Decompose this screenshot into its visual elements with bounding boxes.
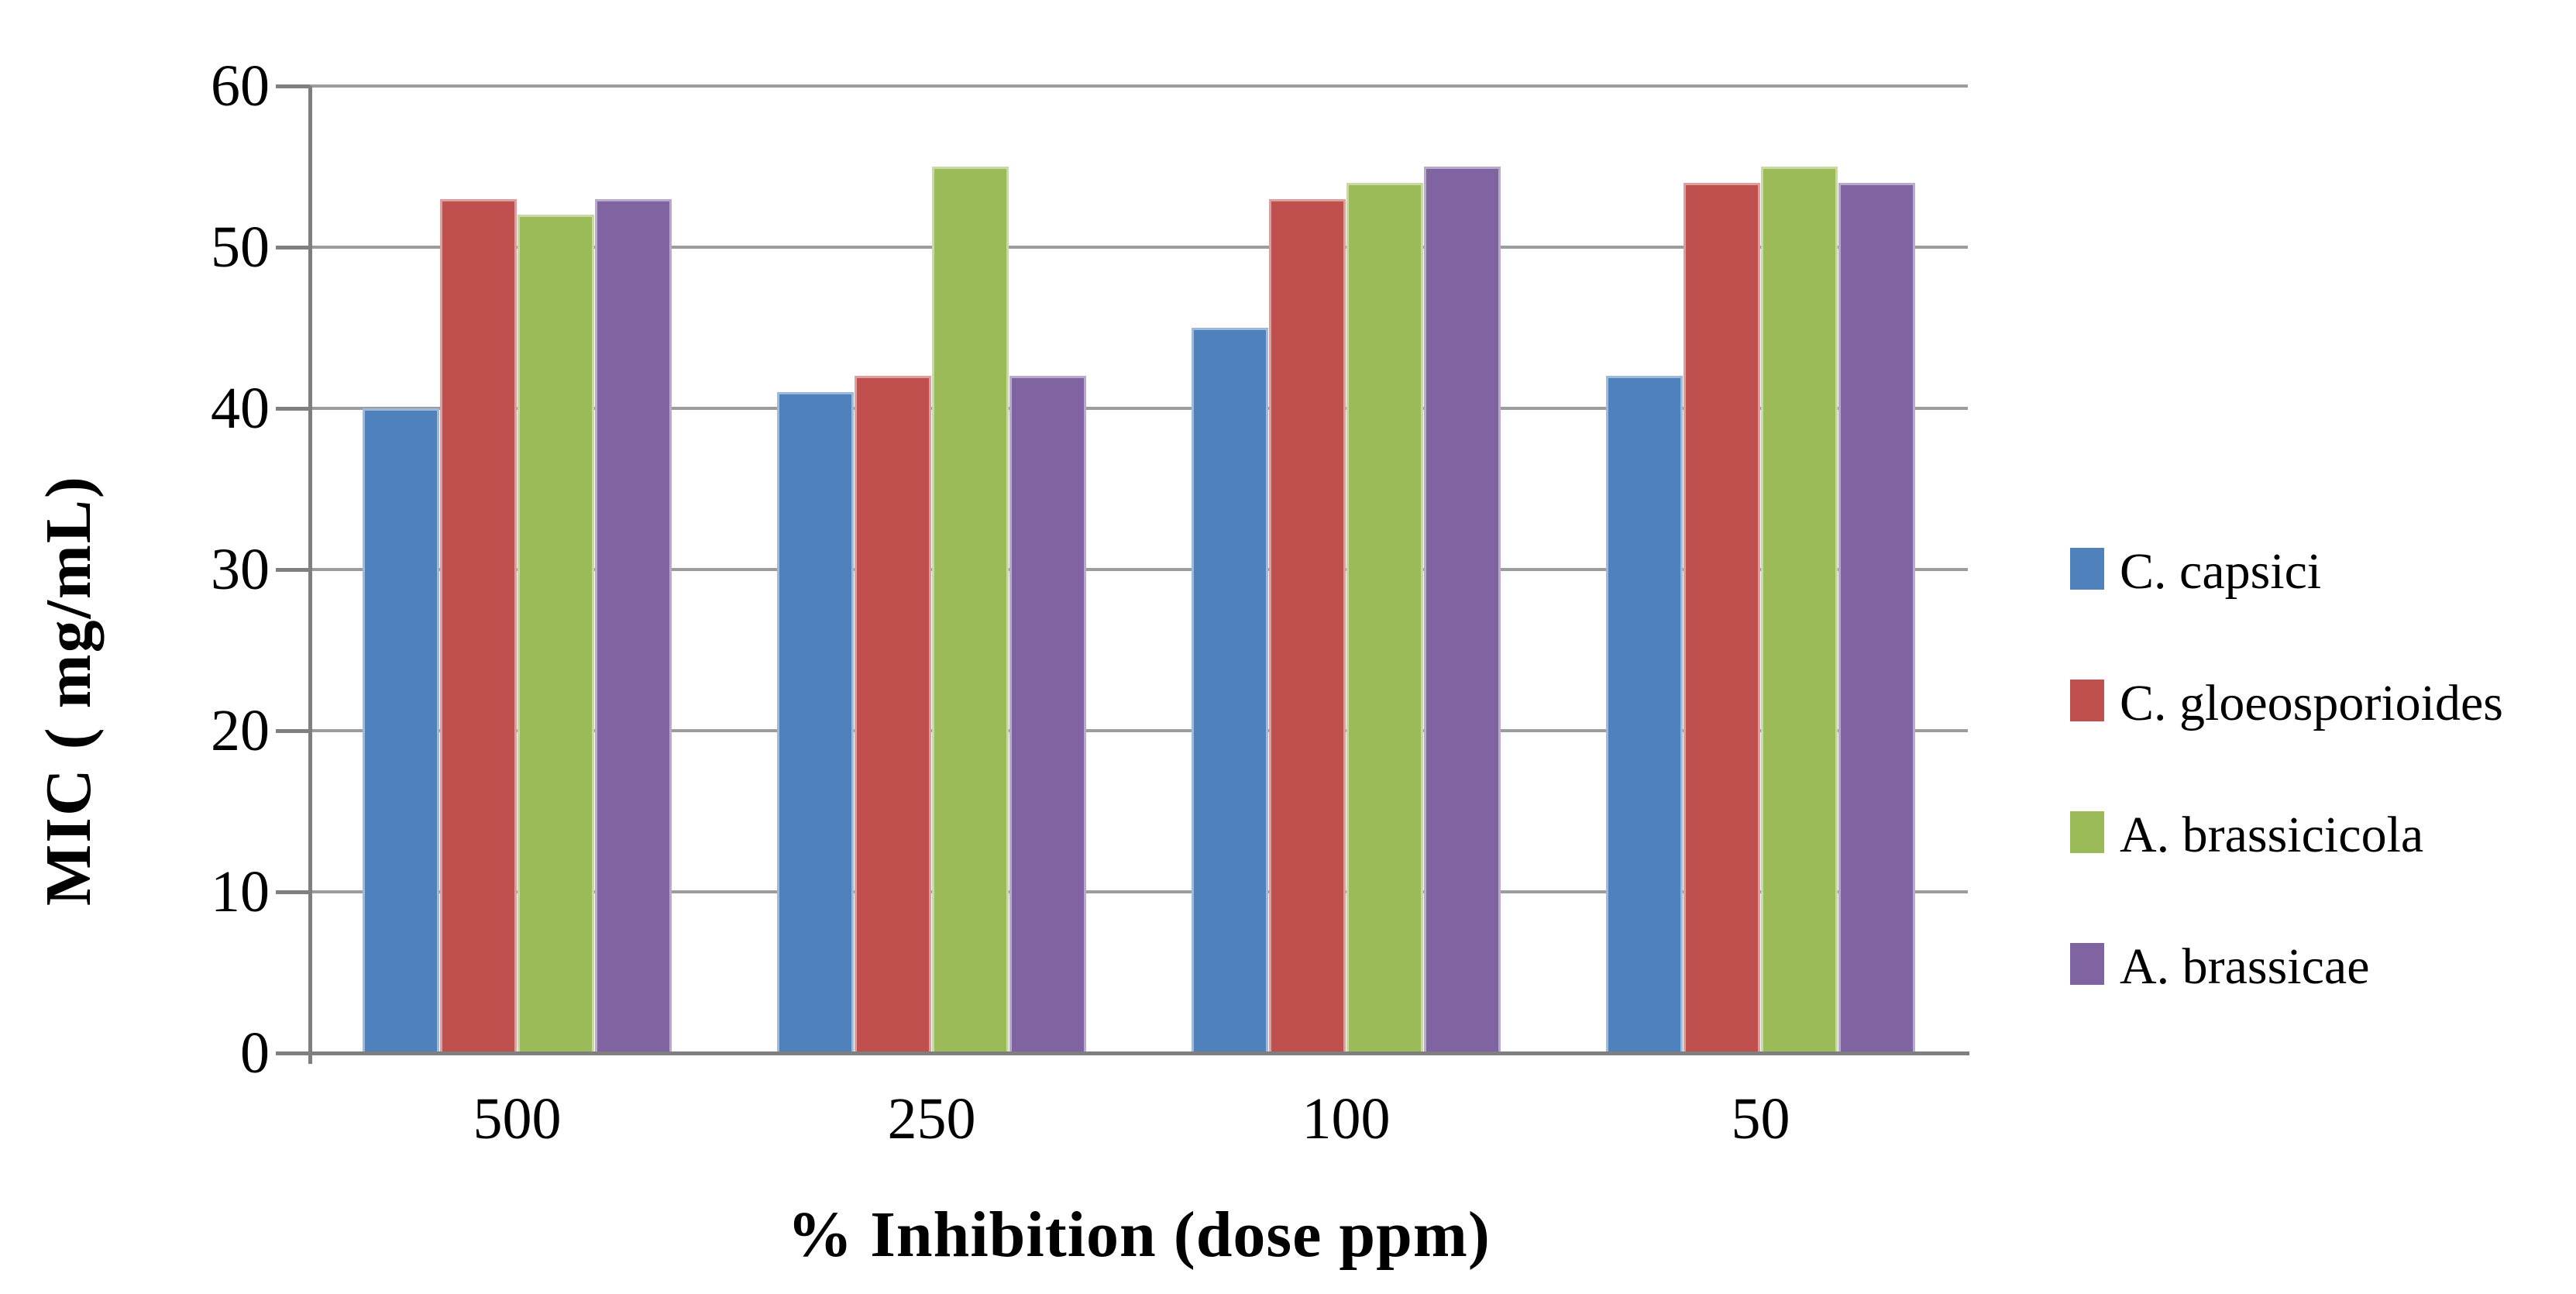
gridline-30 [310,568,1968,571]
bar-a--brassicicola-100 [1346,182,1424,1053]
y-tick-label-60: 60 [211,53,270,119]
x-tick-label-500: 500 [473,1086,562,1151]
y-tick-label-50: 50 [211,215,270,280]
bar-a--brassicicola-50 [1760,167,1838,1053]
bar-c--capsici-100 [1191,328,1269,1053]
y-tick-mark-20 [276,729,310,733]
legend-item-a--brassicae: A. brassicae [2070,938,2370,1023]
y-axis-line [308,86,312,1064]
legend-swatch-icon [2070,943,2104,985]
y-tick-mark-0 [276,1051,310,1055]
legend-label: C. gloeosporioides [2120,675,2503,731]
y-tick-mark-60 [276,84,310,88]
y-tick-mark-50 [276,246,310,250]
x-tick-label-50: 50 [1731,1086,1790,1151]
legend-label: C. capsici [2120,543,2322,600]
y-tick-label-20: 20 [211,698,270,763]
bar-c--gloeosporioides-500 [439,198,518,1053]
gridline-50 [310,246,1968,249]
legend-swatch-icon [2070,680,2104,721]
x-axis-line [308,1051,1969,1055]
legend-item-a--brassicicola: A. brassicicola [2070,806,2423,891]
x-tick-label-250: 250 [887,1086,976,1151]
legend-label: A. brassicicola [2120,807,2424,863]
gridline-20 [310,729,1968,732]
bar-a--brassicae-250 [1009,376,1087,1053]
legend-item-c--capsici: C. capsici [2070,542,2321,628]
legend-label: A. brassicae [2120,938,2370,995]
x-tick-label-100: 100 [1302,1086,1391,1151]
bar-c--capsici-250 [776,392,855,1053]
bar-a--brassicicola-500 [517,215,595,1053]
y-tick-mark-30 [276,568,310,572]
gridline-40 [310,407,1968,410]
y-tick-label-0: 0 [240,1020,270,1086]
gridline-10 [310,890,1968,893]
y-tick-label-40: 40 [211,376,270,441]
bar-c--gloeosporioides-50 [1683,182,1761,1053]
bar-c--capsici-500 [362,408,440,1053]
plot-area [310,84,1968,1053]
bar-c--gloeosporioides-250 [854,376,932,1053]
bar-a--brassicae-500 [594,198,672,1053]
x-axis-title: % Inhibition (dose ppm) [787,1199,1491,1271]
legend-swatch-icon [2070,548,2104,590]
bar-a--brassicae-100 [1423,167,1501,1053]
y-tick-label-30: 30 [211,537,270,602]
y-tick-mark-10 [276,890,310,894]
legend-swatch-icon [2070,811,2104,853]
y-tick-mark-40 [276,407,310,411]
bar-a--brassicae-50 [1838,182,1916,1053]
gridline-60 [310,84,1968,88]
bar-c--capsici-50 [1605,376,1684,1053]
legend-item-c--gloeosporioides: C. gloeosporioides [2070,674,2503,759]
bar-c--gloeosporioides-100 [1268,198,1346,1053]
bar-a--brassicicola-250 [931,167,1009,1053]
y-tick-label-10: 10 [211,859,270,924]
